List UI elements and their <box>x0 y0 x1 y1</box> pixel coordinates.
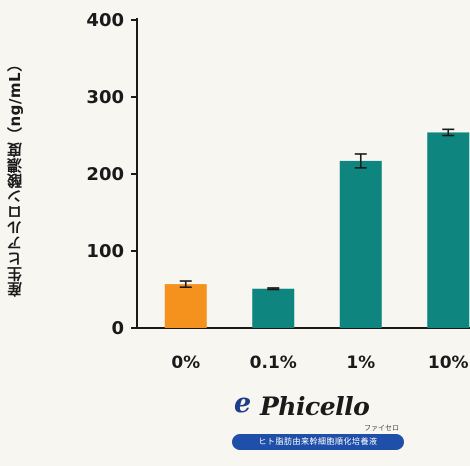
brand-logo: e Phicello ファイセロ ヒト脂肪由来幹細胞順化培養液 <box>232 388 412 454</box>
y-tick-label: 300 <box>86 87 124 108</box>
bar-1pct <box>339 160 382 328</box>
logo-kana: ファイセロ <box>364 424 399 432</box>
x-tick-label: 10% <box>428 353 469 373</box>
x-tick-label: 1% <box>346 353 375 373</box>
bar-10pct <box>427 132 470 328</box>
y-tick-label: 0 <box>111 318 124 339</box>
logo-tagline: ヒト脂肪由来幹細胞順化培養液 <box>232 434 404 450</box>
y-tick-label: 400 <box>86 10 124 31</box>
x-tick-label: 0.1% <box>250 353 297 373</box>
x-tick-label: 0% <box>171 353 200 373</box>
y-tick-label: 200 <box>86 164 124 185</box>
logo-wordmark: Phicello <box>260 392 370 421</box>
y-tick-label: 100 <box>86 241 124 262</box>
logo-mark-icon: e <box>234 388 252 419</box>
y-axis-label: 産生ヒアルロン酸濃度（ng/mL） <box>6 56 24 298</box>
bar-01pct <box>252 288 295 328</box>
bar-0pct <box>164 284 207 328</box>
